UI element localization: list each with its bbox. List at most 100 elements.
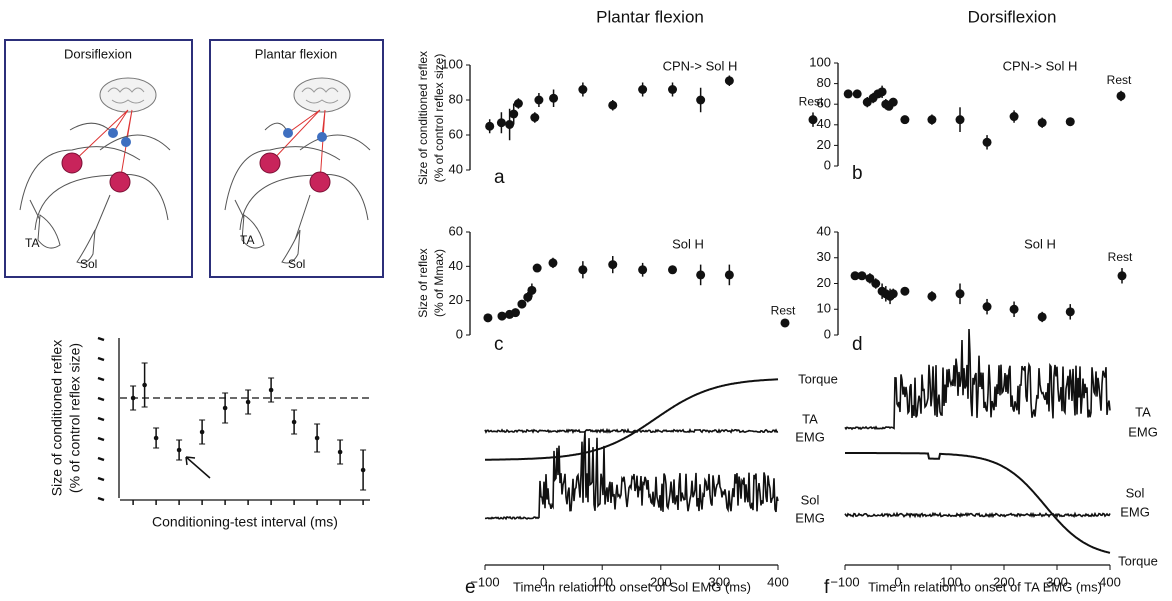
- y-tick-label: 60: [449, 223, 463, 238]
- y-axis-label: Size of reflex: [416, 248, 430, 317]
- point: [130, 395, 136, 401]
- point: [505, 120, 515, 129]
- point: [668, 265, 678, 275]
- point: [955, 115, 965, 125]
- point: [510, 308, 520, 318]
- point: [852, 89, 862, 99]
- trace: [844, 511, 1111, 519]
- rest-label: Rest: [799, 95, 824, 109]
- point: [850, 271, 860, 281]
- y-tick: [97, 356, 105, 362]
- point: [857, 271, 867, 281]
- point: [578, 85, 588, 94]
- point: [1009, 112, 1019, 122]
- point: [888, 97, 898, 107]
- brain-folds: [301, 87, 339, 104]
- diagram-label: TA: [240, 233, 254, 247]
- muscle: [241, 214, 301, 264]
- interneuron: [283, 128, 293, 138]
- y-axis-label: (% of control reflex size): [67, 343, 83, 493]
- point: [523, 292, 533, 302]
- annotation: CPN-> Sol H: [663, 58, 738, 73]
- point: [268, 387, 274, 393]
- y-axis-label: Size of conditioned reflex: [49, 340, 65, 496]
- x-tick-label: 200: [993, 574, 1015, 589]
- diagram: Dorsiflexion TA Sol: [4, 39, 193, 278]
- y-tick: [97, 456, 105, 462]
- panel-letter: c: [494, 334, 504, 355]
- point: [176, 447, 182, 453]
- diagram-label: Sol: [80, 257, 97, 271]
- y-tick: [97, 436, 105, 442]
- point: [638, 85, 648, 94]
- rest-label: Rest: [1108, 250, 1133, 264]
- rest-point: [780, 318, 790, 328]
- y-tick-label: 10: [817, 301, 831, 316]
- point: [982, 137, 992, 147]
- x-tick-label: 0: [894, 574, 901, 589]
- point: [724, 76, 734, 86]
- y-tick-label: 0: [456, 326, 463, 341]
- trace-label: Torque: [798, 371, 838, 386]
- diagram-title: Dorsiflexion: [64, 46, 132, 61]
- point: [530, 113, 540, 122]
- trace-label: TA: [1135, 404, 1151, 419]
- y-tick-label: 20: [817, 137, 831, 152]
- point: [497, 311, 507, 321]
- point: [199, 429, 205, 435]
- trace-label: EMG: [1120, 504, 1150, 519]
- column-title: Dorsiflexion: [968, 7, 1057, 26]
- diagram-frame: [209, 39, 384, 278]
- y-tick-label: 0: [824, 326, 831, 341]
- trace: [484, 427, 779, 435]
- y-tick-label: 40: [817, 223, 831, 238]
- point: [222, 405, 228, 411]
- point: [888, 289, 898, 299]
- point: [549, 93, 559, 103]
- point: [532, 263, 542, 273]
- y-tick-label: 100: [441, 56, 463, 71]
- point: [1009, 304, 1019, 314]
- x-axis-label: Conditioning-test interval (ms): [152, 514, 338, 530]
- panel-letter: d: [852, 334, 863, 355]
- diagram-title: Plantar flexion: [255, 46, 337, 61]
- diagram-label: Sol: [288, 257, 305, 271]
- point: [865, 273, 875, 283]
- motoneuron: [309, 171, 331, 193]
- y-axis-label: Size of conditioned reflex: [416, 51, 430, 185]
- y-tick-label: 20: [817, 275, 831, 290]
- trace: [484, 431, 779, 521]
- point: [1065, 117, 1075, 127]
- point: [578, 265, 588, 275]
- point: [360, 467, 366, 473]
- x-tick-label: −100: [470, 574, 499, 589]
- x-tick-label: 100: [591, 574, 613, 589]
- x-axis-label: Time in relation to onset of TA EMG (ms): [868, 579, 1102, 594]
- y-tick-label: 0: [824, 157, 831, 172]
- y-tick: [97, 496, 105, 502]
- panel-letter: f: [824, 577, 830, 598]
- brain-folds: [107, 87, 145, 104]
- point: [142, 382, 147, 388]
- y-tick-label: 60: [449, 126, 463, 141]
- y-tick-label: 80: [449, 91, 463, 106]
- trace: [845, 452, 1111, 554]
- panel-letter: b: [852, 163, 863, 184]
- y-tick: [97, 336, 105, 342]
- rest-point: [1116, 91, 1126, 101]
- y-tick-label: 100: [809, 54, 831, 69]
- panel-letter: a: [494, 167, 505, 188]
- point: [534, 95, 544, 105]
- brain: [99, 77, 157, 113]
- y-tick-label: 40: [449, 161, 463, 176]
- muscle: [37, 214, 96, 264]
- interneuron: [317, 132, 327, 142]
- y-tick-label: 30: [817, 249, 831, 264]
- fiber: [224, 122, 371, 231]
- interneuron: [121, 137, 131, 147]
- point: [245, 399, 251, 405]
- point: [638, 265, 648, 275]
- point: [877, 87, 887, 97]
- point: [1037, 312, 1047, 322]
